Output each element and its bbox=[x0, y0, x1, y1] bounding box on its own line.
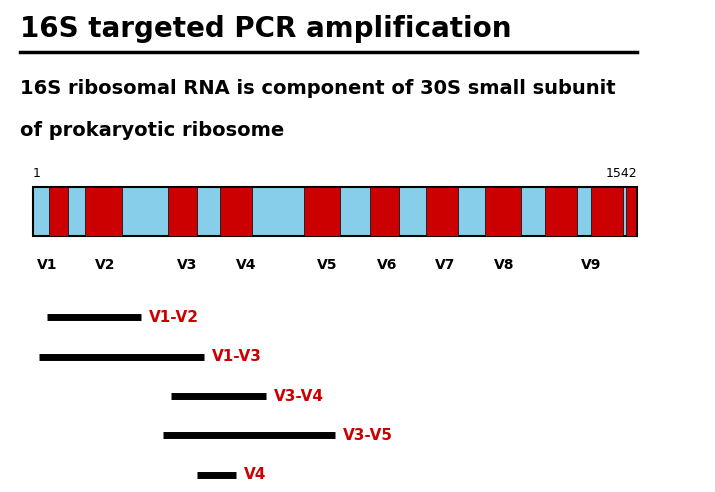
Text: V3: V3 bbox=[177, 258, 197, 272]
Text: V4: V4 bbox=[236, 258, 257, 272]
Text: of prokaryotic ribosome: of prokaryotic ribosome bbox=[20, 121, 284, 140]
Text: V3-V4: V3-V4 bbox=[274, 389, 324, 403]
Text: V7: V7 bbox=[435, 258, 455, 272]
Text: V3-V5: V3-V5 bbox=[343, 428, 393, 443]
Bar bbox=[33, 187, 637, 236]
Text: 1: 1 bbox=[33, 167, 41, 180]
Bar bbox=[167, 187, 197, 236]
Text: V1-V3: V1-V3 bbox=[212, 349, 262, 364]
Bar bbox=[591, 187, 623, 236]
Bar bbox=[85, 187, 122, 236]
Text: V8: V8 bbox=[494, 258, 515, 272]
Text: 16S targeted PCR amplification: 16S targeted PCR amplification bbox=[20, 15, 511, 43]
Text: V2: V2 bbox=[95, 258, 115, 272]
Bar bbox=[370, 187, 400, 236]
Bar bbox=[425, 187, 458, 236]
Bar bbox=[49, 187, 68, 236]
Text: 16S ribosomal RNA is component of 30S small subunit: 16S ribosomal RNA is component of 30S sm… bbox=[20, 79, 616, 98]
Text: V5: V5 bbox=[317, 258, 337, 272]
Text: V1-V2: V1-V2 bbox=[149, 310, 199, 325]
Text: V9: V9 bbox=[581, 258, 601, 272]
Text: 1542: 1542 bbox=[606, 167, 637, 180]
Bar bbox=[304, 187, 340, 236]
Bar bbox=[546, 187, 577, 236]
Text: V6: V6 bbox=[378, 258, 398, 272]
Bar bbox=[485, 187, 521, 236]
Text: V4: V4 bbox=[245, 467, 267, 482]
Text: V1: V1 bbox=[37, 258, 57, 272]
Bar bbox=[626, 187, 636, 236]
Bar bbox=[220, 187, 252, 236]
